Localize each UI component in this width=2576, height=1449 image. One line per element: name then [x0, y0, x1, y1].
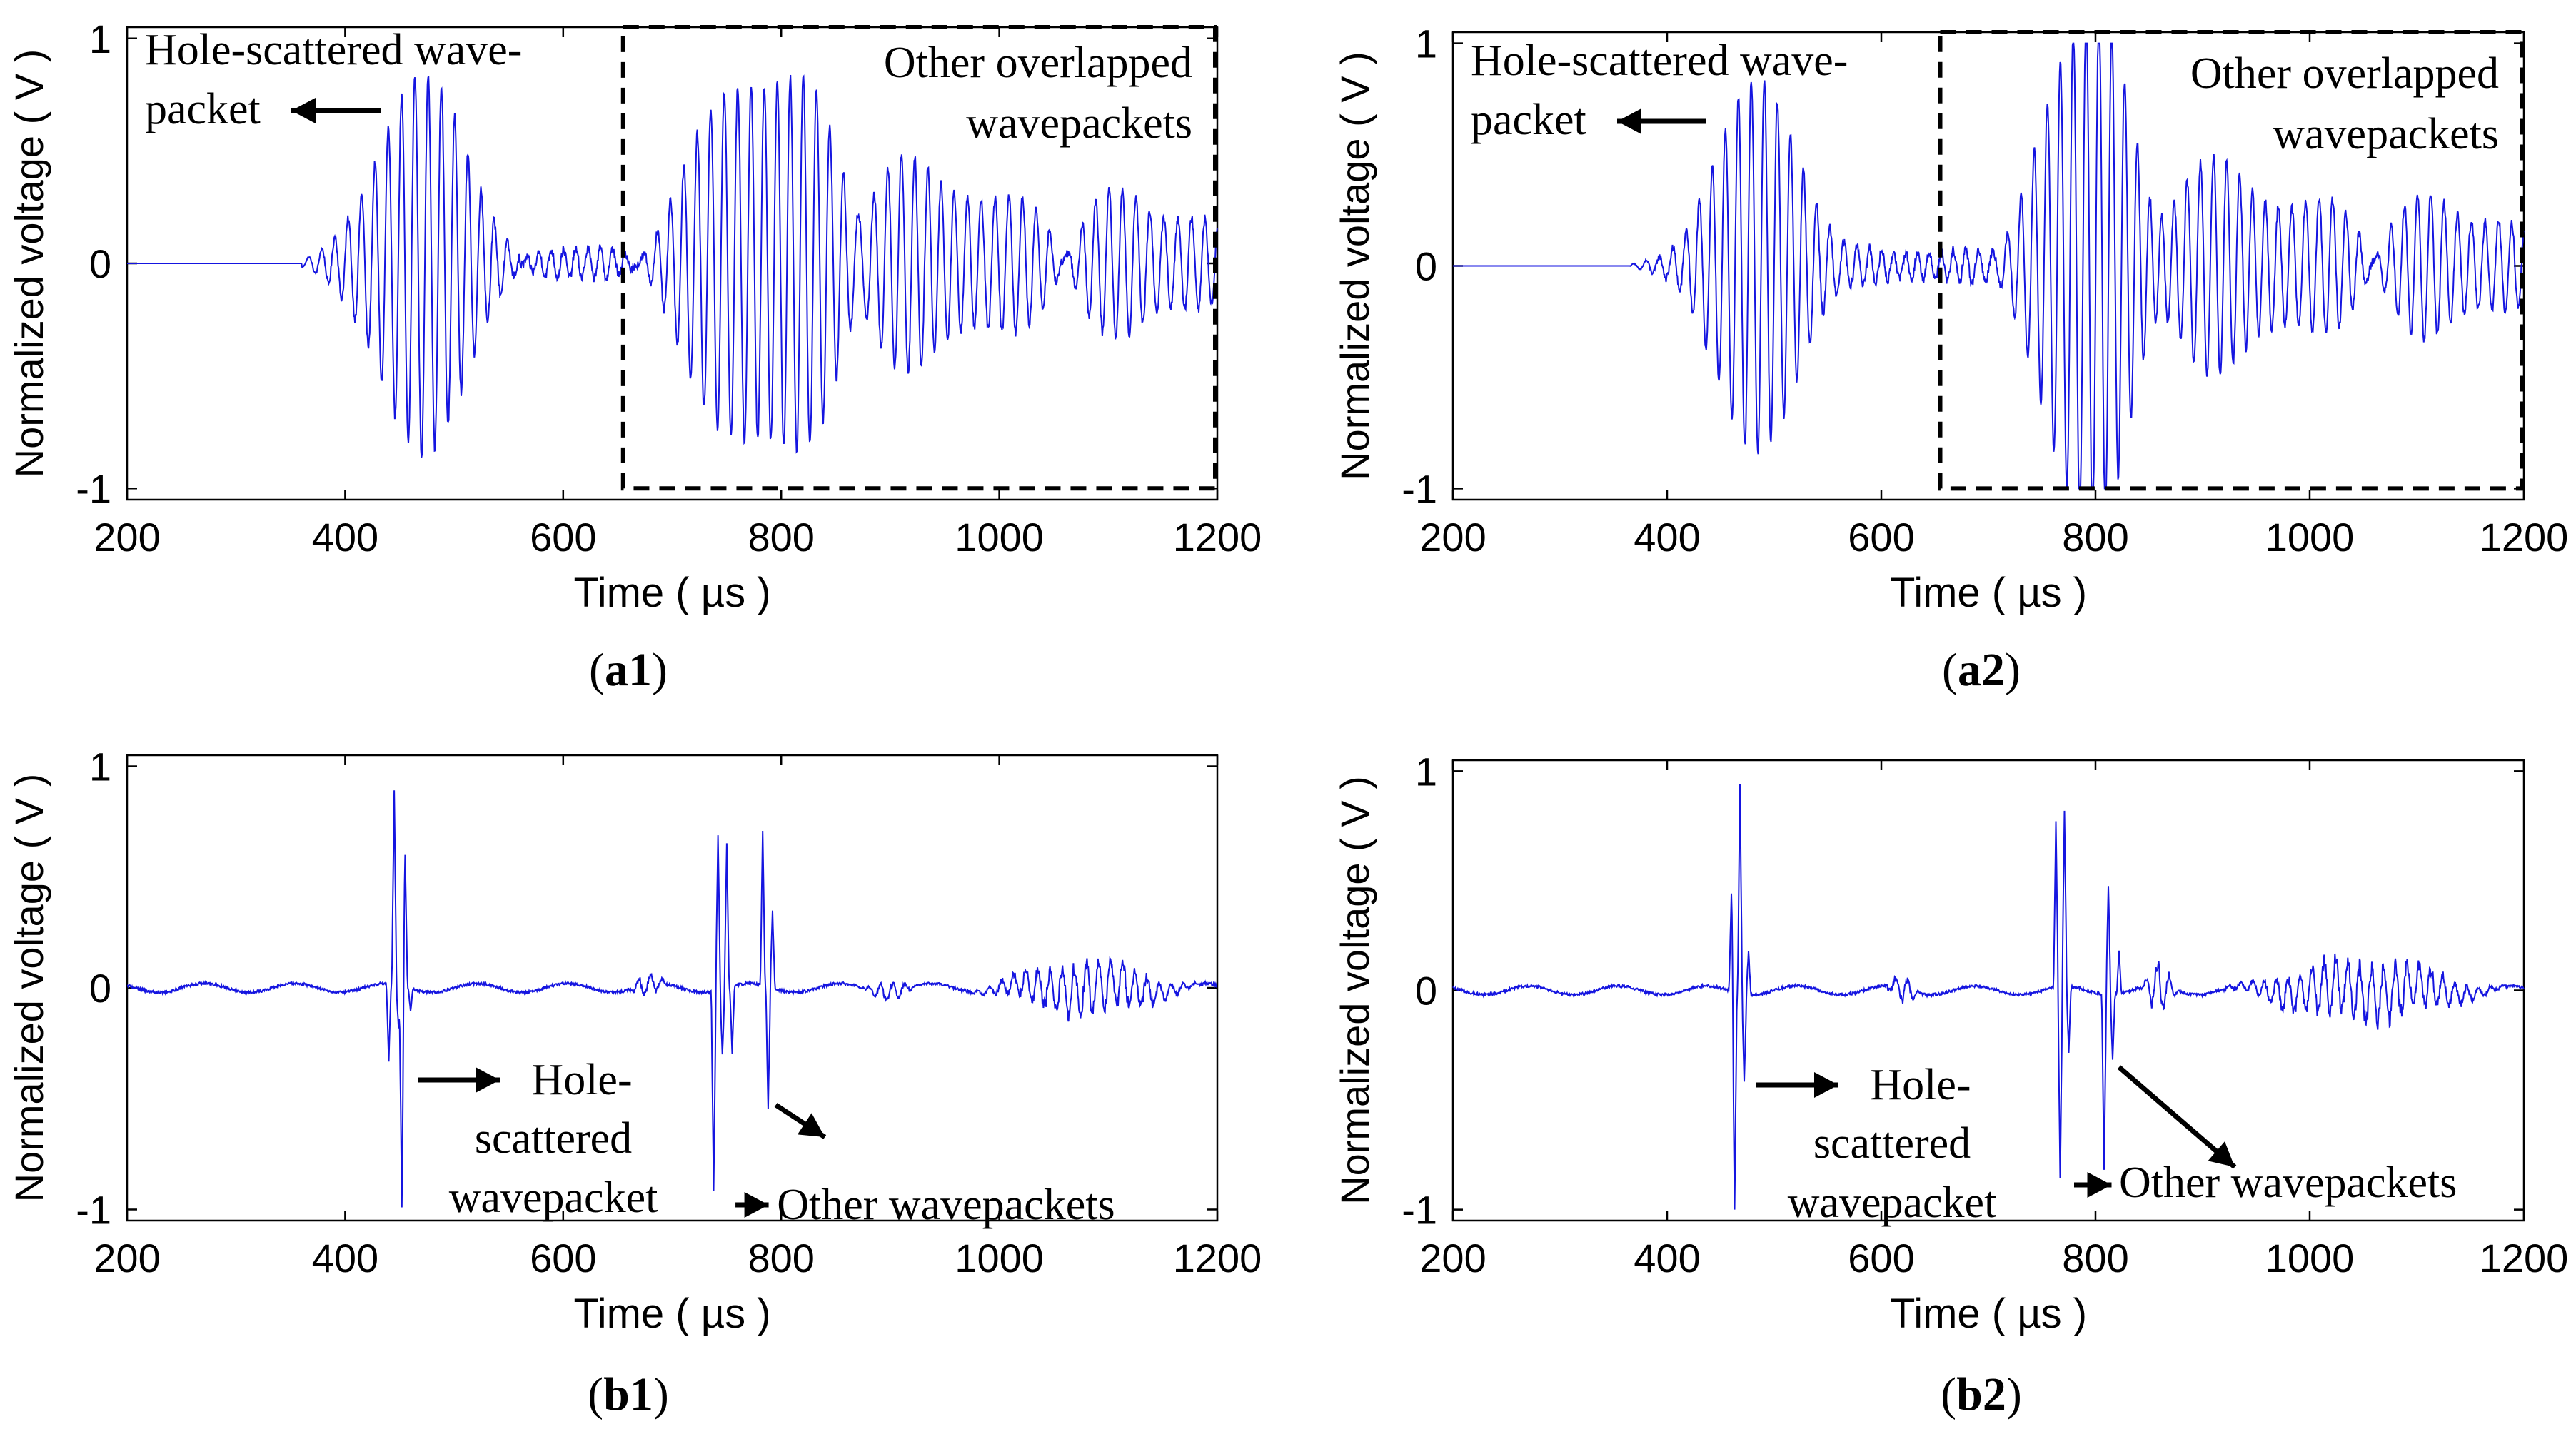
- overlap-region-box: [1938, 30, 2524, 491]
- other-annotation-arrow-shaft: [2117, 1065, 2237, 1169]
- caption-paren-close: ): [653, 1368, 669, 1420]
- series-line-signal: [127, 74, 1218, 458]
- x-tick-label: 800: [2062, 1236, 2128, 1281]
- x-tick-label: 1000: [955, 1236, 1044, 1281]
- chart-panel-a1: 200 400 600 800 1000 1200 -1 0 1 Time ( µs ) Norma…: [6, 16, 1262, 696]
- x-tick-label: 1200: [1173, 515, 1262, 560]
- x-tick-label: 600: [1848, 1236, 1914, 1281]
- hole-annotation-line: wavepacket: [449, 1173, 658, 1222]
- y-tick-label: 1: [89, 16, 111, 61]
- y-axis-label: Normalized voltage ( V ): [1332, 776, 1377, 1205]
- other-annotation-line: Other overlapped: [884, 39, 1192, 87]
- other-annotation-line: Other overlapped: [2190, 49, 2499, 98]
- hole-annotation-line: scattered: [1813, 1119, 1971, 1168]
- x-tick-label: 1000: [2265, 1236, 2355, 1281]
- chart-panel-a2: 200 400 600 800 1000 1200 -1 0 1 Time ( µs ) Norma…: [1332, 21, 2568, 696]
- x-tick-label: 1200: [2480, 1236, 2569, 1281]
- other-annotation-arrow-2-head: [2087, 1172, 2112, 1198]
- y-tick-label: 0: [1415, 969, 1437, 1014]
- x-tick-label: 400: [312, 1236, 378, 1281]
- series-line-signal: [1452, 784, 2525, 1210]
- y-tick-label: -1: [76, 466, 111, 511]
- panel-caption-b2: (b2): [1941, 1368, 2022, 1420]
- y-tick-label: 0: [1415, 244, 1437, 289]
- x-tick-label: 200: [1419, 515, 1486, 560]
- hole-annotation-line: scattered: [475, 1114, 632, 1163]
- other-annotation-line: Other wavepackets: [777, 1181, 1115, 1229]
- x-tick-label: 1200: [2480, 515, 2569, 560]
- caption-paren-open: (: [1941, 1368, 1956, 1420]
- other-annotation-arrow-head: [797, 1113, 825, 1137]
- hole-annotation-line: packet: [145, 85, 261, 133]
- x-tick-label: 600: [530, 1236, 596, 1281]
- x-tick-label: 800: [748, 1236, 814, 1281]
- y-tick-label: -1: [1402, 466, 1437, 511]
- y-axis-label: Normalized voltage ( V ): [1332, 51, 1377, 480]
- x-tick-label: 1200: [1173, 1236, 1262, 1281]
- y-axis-label: Normalized voltage ( V ): [6, 49, 51, 478]
- axes-frame: [1451, 759, 2525, 1222]
- y-tick-label: 0: [89, 966, 111, 1011]
- panel-caption-b1: (b1): [588, 1368, 669, 1420]
- overlap-region-box: [620, 25, 1217, 491]
- x-tick-label: 200: [94, 515, 160, 560]
- series-line-signal: [126, 790, 1218, 1208]
- x-axis-label: Time ( µs ): [573, 570, 770, 616]
- y-tick-label: 1: [1415, 749, 1437, 794]
- other-annotation-line: wavepackets: [966, 99, 1192, 148]
- y-tick-label: -1: [76, 1187, 111, 1232]
- other-annotation-arrow-head: [2208, 1141, 2235, 1167]
- y-tick-label: 1: [89, 744, 111, 789]
- panel-caption-a1: (a1): [589, 644, 668, 696]
- x-tick-label: 400: [312, 515, 378, 560]
- x-tick-label: 400: [1634, 515, 1700, 560]
- hole-annotation-arrow-head: [476, 1067, 500, 1093]
- x-tick-label: 1000: [955, 515, 1044, 560]
- x-axis-label: Time ( µs ): [1890, 570, 2087, 616]
- caption-label: a2: [1958, 644, 2005, 696]
- panel-caption-a2: (a2): [1942, 644, 2021, 696]
- x-tick-label: 1000: [2265, 515, 2355, 560]
- hole-annotation-line: Hole-scattered wave-: [145, 26, 522, 74]
- other-annotation-line: wavepackets: [2273, 110, 2499, 158]
- caption-paren-open: (: [588, 1368, 603, 1420]
- caption-paren-close: ): [2006, 1368, 2022, 1420]
- chart-panel-b1: 200 400 600 800 1000 1200 -1 0 1 Time ( µs ) Norma…: [6, 744, 1262, 1420]
- chart-panel-b2: 200 400 600 800 1000 1200 -1 0 1 Time ( µs ) Norma…: [1332, 749, 2568, 1420]
- caption-label: b1: [603, 1368, 653, 1420]
- other-annotation-line: Other wavepackets: [2119, 1158, 2457, 1207]
- caption-paren-open: (: [1942, 644, 1958, 696]
- caption-label: a1: [605, 644, 652, 696]
- caption-paren-close: ): [652, 644, 668, 696]
- hole-annotation-arrow-head: [1617, 108, 1641, 134]
- other-annotation-arrow-2-head: [744, 1192, 769, 1218]
- x-tick-label: 800: [2062, 515, 2128, 560]
- y-axis-label: Normalized voltage ( V ): [6, 774, 51, 1203]
- x-axis-label: Time ( µs ): [1890, 1291, 2087, 1337]
- hole-annotation-line: wavepacket: [1788, 1178, 1997, 1227]
- x-tick-label: 600: [530, 515, 596, 560]
- hole-annotation-line: Hole-: [1870, 1061, 1971, 1109]
- hole-annotation-arrow-head: [1814, 1072, 1838, 1098]
- caption-label: b2: [1956, 1368, 2006, 1420]
- y-tick-label: 1: [1415, 21, 1437, 66]
- hole-annotation-arrow-head: [291, 98, 316, 123]
- x-tick-label: 200: [94, 1236, 160, 1281]
- caption-paren-open: (: [589, 644, 605, 696]
- x-tick-label: 600: [1848, 515, 1914, 560]
- x-tick-label: 400: [1634, 1236, 1700, 1281]
- hole-annotation-line: Hole-: [531, 1056, 632, 1104]
- axes-frame: [126, 754, 1219, 1222]
- hole-annotation-line: packet: [1471, 96, 1586, 144]
- hole-annotation-line: Hole-scattered wave-: [1471, 36, 1848, 85]
- caption-paren-close: ): [2005, 644, 2021, 696]
- y-tick-label: -1: [1402, 1188, 1437, 1233]
- y-tick-label: 0: [89, 241, 111, 286]
- x-axis-label: Time ( µs ): [573, 1291, 770, 1337]
- x-tick-label: 800: [748, 515, 814, 560]
- x-tick-label: 200: [1419, 1236, 1486, 1281]
- series-line-signal: [1453, 42, 2525, 490]
